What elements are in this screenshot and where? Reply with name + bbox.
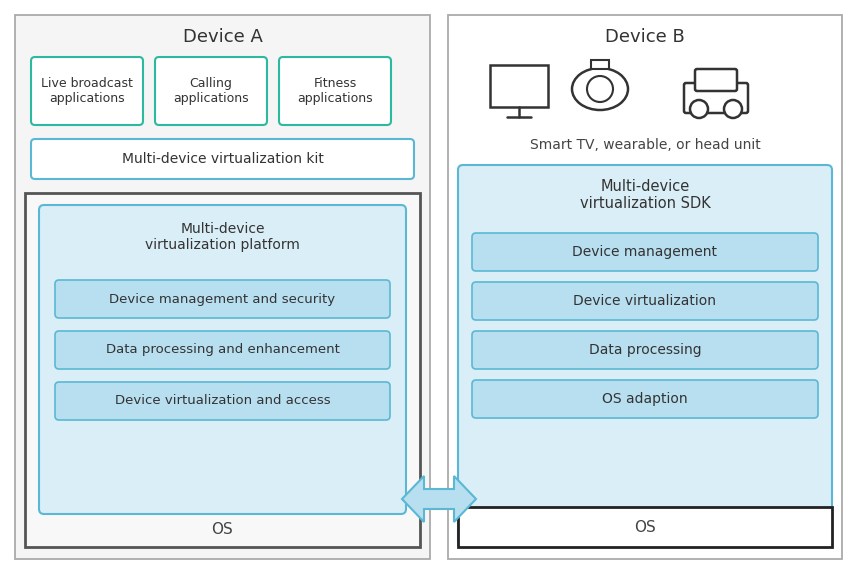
Bar (591, 60, 609, 69)
FancyBboxPatch shape (155, 57, 267, 125)
Text: Device management and security: Device management and security (110, 293, 336, 305)
Text: Data processing and enhancement: Data processing and enhancement (105, 343, 339, 356)
Bar (458, 507, 832, 547)
FancyBboxPatch shape (472, 380, 818, 418)
Text: OS: OS (634, 519, 656, 534)
Bar (490, 65, 548, 107)
FancyBboxPatch shape (31, 57, 143, 125)
Circle shape (690, 100, 708, 118)
Text: Multi-device virtualization kit: Multi-device virtualization kit (122, 152, 323, 166)
Text: OS adaption: OS adaption (602, 392, 688, 406)
Text: Data processing: Data processing (589, 343, 701, 357)
FancyBboxPatch shape (458, 165, 832, 547)
Text: Live broadcast
applications: Live broadcast applications (41, 77, 133, 105)
Bar (15, 15, 430, 559)
Text: OS: OS (212, 522, 233, 537)
Text: Smart TV, wearable, or head unit: Smart TV, wearable, or head unit (530, 138, 760, 152)
FancyBboxPatch shape (31, 139, 414, 179)
FancyBboxPatch shape (39, 205, 406, 514)
Polygon shape (402, 476, 476, 522)
FancyBboxPatch shape (472, 282, 818, 320)
Text: Device virtualization: Device virtualization (573, 294, 716, 308)
FancyBboxPatch shape (55, 382, 390, 420)
Text: Multi-device
virtualization SDK: Multi-device virtualization SDK (579, 179, 710, 211)
Text: Calling
applications: Calling applications (173, 77, 249, 105)
FancyBboxPatch shape (472, 233, 818, 271)
Text: Device B: Device B (605, 28, 685, 46)
FancyBboxPatch shape (279, 57, 391, 125)
Bar (448, 15, 842, 559)
Circle shape (724, 100, 742, 118)
Text: Device management: Device management (572, 245, 717, 259)
FancyBboxPatch shape (472, 331, 818, 369)
Text: Multi-device
virtualization platform: Multi-device virtualization platform (145, 222, 300, 252)
Circle shape (587, 76, 613, 102)
FancyBboxPatch shape (55, 331, 390, 369)
Text: Device A: Device A (183, 28, 262, 46)
Text: Device virtualization and access: Device virtualization and access (115, 394, 330, 408)
Bar (25, 193, 420, 547)
FancyBboxPatch shape (55, 280, 390, 318)
FancyBboxPatch shape (684, 83, 748, 113)
Ellipse shape (572, 68, 628, 110)
Text: Fitness
applications: Fitness applications (297, 77, 373, 105)
FancyBboxPatch shape (695, 69, 737, 91)
